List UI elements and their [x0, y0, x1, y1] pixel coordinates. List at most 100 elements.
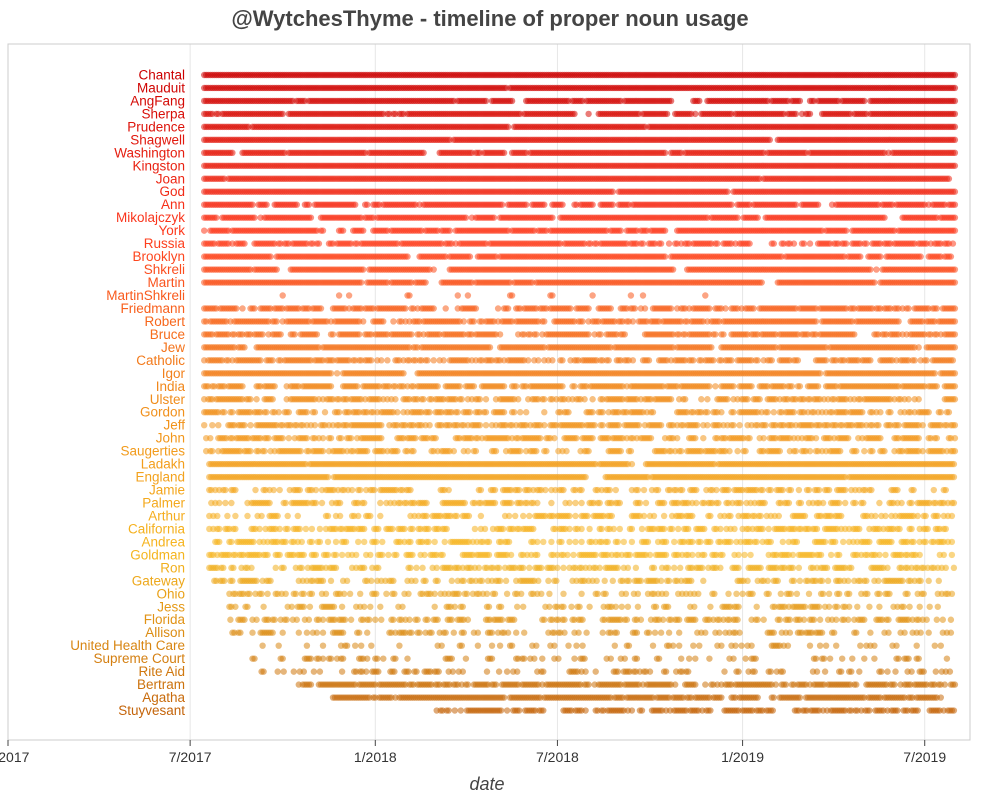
data-point	[766, 136, 773, 144]
data-point	[251, 214, 258, 221]
series-points	[201, 253, 955, 260]
data-point	[500, 149, 508, 157]
data-point	[951, 188, 959, 195]
data-point	[792, 110, 800, 118]
series-points	[201, 214, 959, 221]
data-point	[267, 253, 274, 260]
data-point	[951, 71, 959, 79]
data-point	[796, 97, 804, 105]
data-point	[814, 201, 822, 208]
series-points	[201, 227, 959, 234]
data-point	[462, 214, 470, 221]
series-points	[201, 240, 957, 247]
data-point	[364, 201, 371, 208]
data-point	[663, 110, 671, 118]
data-point	[667, 97, 675, 105]
data-point	[229, 149, 236, 157]
series-points	[201, 149, 959, 157]
data-point	[951, 123, 959, 131]
series-points	[201, 110, 959, 118]
data-point	[549, 214, 556, 221]
series-points	[201, 71, 959, 79]
series-points	[201, 97, 959, 105]
data-point	[806, 110, 814, 118]
data-point	[446, 227, 453, 234]
data-point	[490, 214, 498, 221]
data-point	[339, 227, 347, 234]
data-point	[951, 149, 959, 157]
data-point	[949, 240, 957, 247]
data-point	[661, 149, 669, 157]
data-point	[617, 227, 624, 234]
data-point	[861, 97, 868, 105]
data-point	[639, 240, 647, 247]
data-point	[806, 240, 814, 247]
data-point	[728, 201, 735, 208]
data-point	[945, 175, 953, 182]
data-point	[508, 97, 516, 105]
data-point	[319, 227, 327, 234]
data-point	[951, 136, 959, 144]
data-point	[523, 201, 530, 208]
data-point	[559, 201, 566, 208]
data-point	[541, 201, 548, 208]
series-points	[201, 136, 959, 144]
data-point	[692, 110, 699, 118]
data-point	[951, 110, 959, 118]
data-point	[951, 84, 959, 92]
data-point	[951, 97, 959, 105]
data-point	[609, 201, 616, 208]
data-point	[714, 240, 721, 247]
data-point	[696, 97, 703, 105]
data-point	[734, 214, 741, 221]
data-point	[504, 123, 512, 131]
data-point	[657, 240, 665, 247]
data-point	[843, 240, 850, 247]
data-point	[585, 110, 592, 118]
data-point	[305, 201, 313, 208]
data-point	[420, 149, 427, 157]
data-point	[201, 227, 208, 234]
data-point	[307, 214, 315, 221]
data-point	[279, 110, 286, 118]
data-point	[571, 110, 578, 118]
data-point	[951, 227, 959, 234]
data-point	[482, 97, 490, 105]
series-points	[201, 123, 959, 131]
data-point	[951, 162, 959, 169]
series-points	[201, 162, 959, 169]
data-point	[881, 214, 888, 221]
data-point	[790, 240, 798, 247]
data-point	[770, 240, 777, 247]
data-point	[665, 240, 673, 247]
data-point	[951, 214, 959, 221]
data-point	[609, 188, 616, 195]
data-point	[754, 214, 761, 221]
data-point	[863, 240, 870, 247]
data-point	[498, 201, 506, 208]
data-point	[724, 188, 731, 195]
data-point	[843, 227, 850, 234]
series-points	[201, 188, 959, 195]
data-point	[589, 201, 596, 208]
data-point	[213, 214, 220, 221]
data-point	[360, 227, 367, 234]
series-points	[201, 84, 959, 92]
data-point	[352, 201, 359, 208]
chart-title: @WytchesThyme - timeline of proper noun …	[231, 6, 749, 31]
data-point	[792, 201, 800, 208]
plot-frame	[7, 43, 971, 741]
data-point	[661, 227, 669, 234]
data-point	[249, 201, 256, 208]
data-point	[293, 201, 300, 208]
data-point	[263, 201, 270, 208]
series-points	[201, 175, 953, 182]
data-point	[315, 240, 323, 247]
data-point	[800, 240, 808, 247]
data-point	[746, 240, 753, 247]
points-layer	[201, 71, 959, 714]
series-points	[201, 201, 959, 208]
data-point	[951, 201, 959, 208]
data-point	[241, 240, 248, 247]
